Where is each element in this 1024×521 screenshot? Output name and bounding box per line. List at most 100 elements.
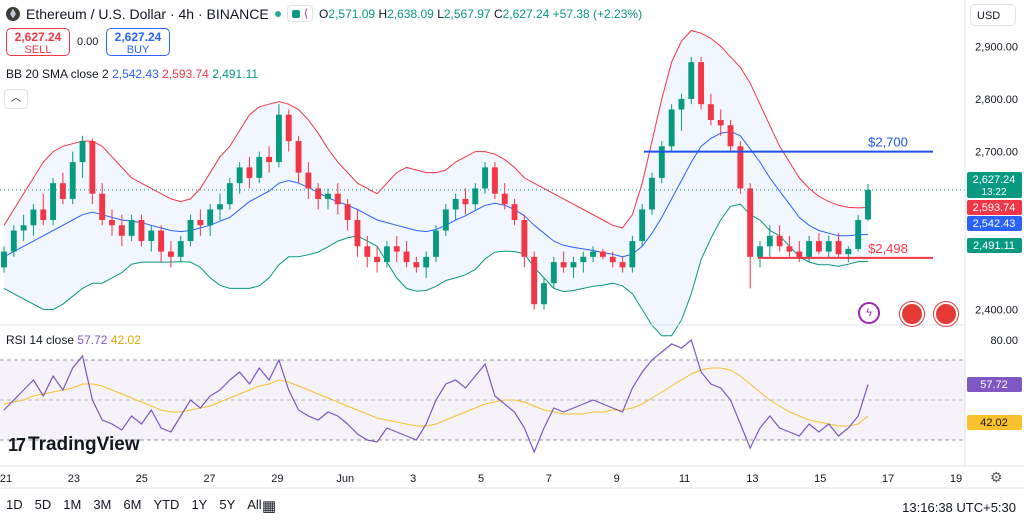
- calendar-icon[interactable]: ▦: [262, 498, 277, 515]
- timeframe-5d[interactable]: 5D: [34, 497, 52, 512]
- rsi-value: 57.72: [77, 333, 108, 347]
- tradingview-mark-icon: 17: [8, 434, 26, 455]
- candle-body: [599, 251, 606, 257]
- candle-body: [452, 198, 459, 210]
- candle-body: [285, 114, 292, 142]
- timeframe-1m[interactable]: 1M: [63, 497, 82, 512]
- candle-body: [806, 241, 813, 257]
- us-flag-icon[interactable]: [934, 302, 958, 326]
- candle-body: [128, 220, 135, 236]
- candle-body: [609, 256, 616, 263]
- timeframe-5y[interactable]: 5Y: [219, 497, 236, 512]
- price-tag-label: 2,542.43: [973, 218, 1016, 230]
- candle-body: [658, 146, 665, 178]
- spread-value: 0.00: [77, 36, 99, 48]
- candle-body: [776, 235, 783, 247]
- candle-body: [766, 235, 773, 247]
- timeframe-bar: 1D 5D 1M 3M 6M YTD 1Y 5Y All: [6, 497, 262, 512]
- open-value: 2,571.09: [328, 6, 376, 21]
- bb-fill: [4, 30, 868, 336]
- candle-body: [482, 167, 489, 189]
- candle-body: [668, 109, 675, 147]
- candle-body: [177, 241, 184, 257]
- rsi-line: [3, 338, 869, 454]
- candle-body: [393, 246, 400, 252]
- candle-body: [69, 162, 76, 199]
- price-tag-label: 2,627.24: [973, 174, 1016, 186]
- candle-body: [629, 241, 636, 268]
- candle-body: [79, 141, 86, 163]
- candle-body: [207, 209, 214, 226]
- candle-body: [550, 262, 557, 284]
- date-tick-label: 19: [950, 473, 962, 485]
- timeframe-6m[interactable]: 6M: [123, 497, 142, 512]
- price-annotations: $2,700 $2,498: [644, 135, 933, 259]
- rsi-pane: [0, 324, 965, 454]
- candle-body: [717, 120, 724, 126]
- lightning-icon[interactable]: ϟ: [858, 302, 880, 324]
- date-tick-label: 25: [136, 473, 148, 485]
- clock[interactable]: 13:16:38 UTC+5:30: [902, 500, 1016, 515]
- candle-body: [501, 193, 508, 205]
- candle-body: [256, 156, 263, 178]
- bb-lower-line: [3, 203, 869, 337]
- price-tag: [967, 172, 1022, 198]
- sell-price: 2,627.24: [14, 30, 62, 44]
- candle-body: [786, 246, 793, 252]
- rsi-title: RSI 14 close: [6, 333, 75, 347]
- sell-button[interactable]: 2,627.24 SELL: [6, 28, 70, 56]
- candle-body: [462, 198, 469, 205]
- high-value: 2,638.09: [387, 6, 434, 21]
- date-tick-label: 29: [271, 473, 283, 485]
- candle-body: [678, 98, 685, 110]
- date-tick-label: 11: [679, 473, 690, 485]
- indicator-pill[interactable]: ⟨: [286, 5, 314, 22]
- candle-body: [89, 141, 96, 194]
- candle-body: [423, 256, 430, 268]
- symbol-header: Ethereum / U.S. Dollar · 4h · BINANCE ⟨ …: [6, 5, 642, 22]
- timeframe-ytd[interactable]: YTD: [153, 497, 180, 512]
- us-flag-icon[interactable]: [900, 302, 924, 326]
- timeframe-3m[interactable]: 3M: [93, 497, 112, 512]
- timeframe-1y[interactable]: 1Y: [191, 497, 208, 512]
- candle-body: [167, 251, 174, 257]
- currency-button[interactable]: USD: [970, 4, 1016, 26]
- buy-button[interactable]: 2,627.24 BUY: [106, 28, 170, 56]
- candle-body: [707, 104, 714, 120]
- candle-body: [1, 251, 7, 268]
- candle-body: [688, 62, 695, 99]
- symbol-title[interactable]: Ethereum / U.S. Dollar · 4h · BINANCE: [26, 5, 269, 22]
- date-tick-label: 7: [546, 473, 552, 485]
- candle-body: [796, 251, 803, 257]
- candle-body: [541, 283, 547, 305]
- candle-body: [737, 146, 744, 189]
- gear-icon[interactable]: ⚙: [990, 469, 1003, 485]
- candle-body: [433, 230, 439, 257]
- candle-body: [619, 262, 626, 268]
- rsi-tag: [967, 415, 1022, 430]
- price-tick-label: 2,400.00: [975, 304, 1018, 316]
- collapse-legend-button[interactable]: ︿: [4, 89, 28, 109]
- tradingview-logo: 17 TradingView: [8, 434, 140, 456]
- price-tag: [967, 216, 1022, 231]
- market-status-dot: [274, 10, 281, 17]
- candle-body: [305, 172, 312, 189]
- candle-body: [226, 183, 233, 205]
- candle-body: [217, 204, 223, 210]
- timeframe-1d[interactable]: 1D: [6, 497, 23, 512]
- candle-body: [315, 188, 322, 199]
- bb-legend[interactable]: BB 20 SMA close 2 2,542.43 2,593.74 2,49…: [6, 67, 258, 81]
- date-tick-label: 3: [410, 473, 416, 485]
- axes: 2,900.00 2,800.00 2,700.00 2,400.00 80.00 2,6…: [0, 0, 1024, 489]
- candle-body: [334, 193, 341, 205]
- candle-body: [511, 204, 518, 220]
- candle-body: [580, 256, 587, 263]
- candle-body: [246, 167, 253, 178]
- price-tick-label: 2,800.00: [975, 94, 1018, 106]
- rsi-tick-label: 80.00: [990, 335, 1018, 347]
- timeframe-all[interactable]: All: [247, 497, 262, 512]
- candle-body: [266, 156, 273, 163]
- rsi-legend[interactable]: RSI 14 close 57.72 42.02: [6, 333, 141, 347]
- bb-upper-line: [3, 29, 869, 229]
